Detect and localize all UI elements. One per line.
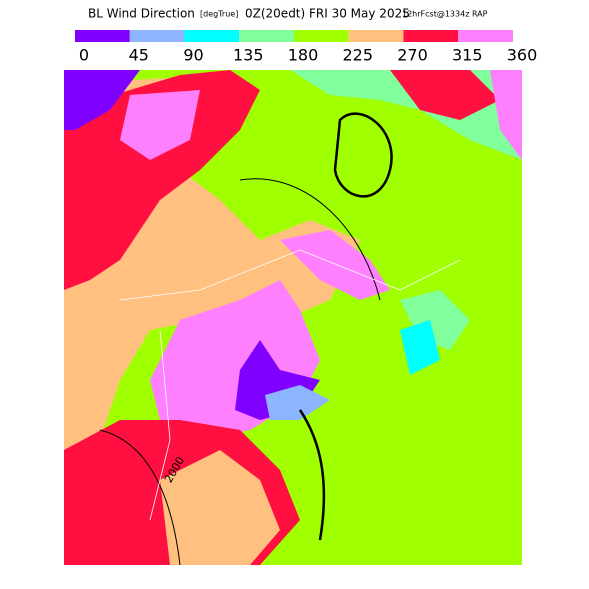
border bbox=[149, 329, 171, 521]
colorbar-segment bbox=[403, 30, 459, 42]
colorbar-segment bbox=[129, 30, 185, 42]
units: [degTrue] bbox=[200, 10, 238, 19]
region bbox=[490, 70, 522, 160]
contour bbox=[239, 178, 381, 301]
colorbar-label: 180 bbox=[288, 46, 319, 65]
colorbar-label: 270 bbox=[397, 46, 428, 65]
border bbox=[119, 249, 461, 301]
colorbar-segment bbox=[458, 30, 513, 42]
region bbox=[280, 230, 390, 300]
region bbox=[64, 70, 140, 130]
run-info: 12hrFcst@1334z RAP bbox=[402, 10, 488, 19]
colorbar-label: 360 bbox=[507, 46, 538, 65]
contour bbox=[333, 112, 393, 198]
colorbar-label: 90 bbox=[183, 46, 203, 65]
region bbox=[160, 450, 280, 565]
colorbar-label: 315 bbox=[452, 46, 483, 65]
region bbox=[390, 70, 500, 120]
colorbar-label: 225 bbox=[342, 46, 373, 65]
contour bbox=[298, 409, 326, 541]
colorbar-segment bbox=[184, 30, 240, 42]
valid-time: 0Z(20edt) FRI 30 May 2025 bbox=[245, 7, 410, 21]
contour bbox=[99, 429, 181, 566]
colorbar-segment bbox=[75, 30, 130, 42]
region bbox=[265, 385, 330, 420]
colorbar-segment bbox=[239, 30, 294, 42]
region bbox=[400, 320, 440, 375]
colorbar: 0 45 90 135 180 225 270 315 360 bbox=[75, 30, 537, 65]
map: 2000 bbox=[64, 70, 522, 566]
region bbox=[64, 70, 260, 290]
colorbar-label: 0 bbox=[79, 46, 89, 65]
region bbox=[120, 90, 200, 160]
colorbar-label: 45 bbox=[129, 46, 149, 65]
colorbar-segment bbox=[348, 30, 404, 42]
colorbar-segment bbox=[294, 30, 349, 42]
colorbar-label: 135 bbox=[233, 46, 264, 65]
title: BL Wind Direction bbox=[88, 7, 195, 21]
